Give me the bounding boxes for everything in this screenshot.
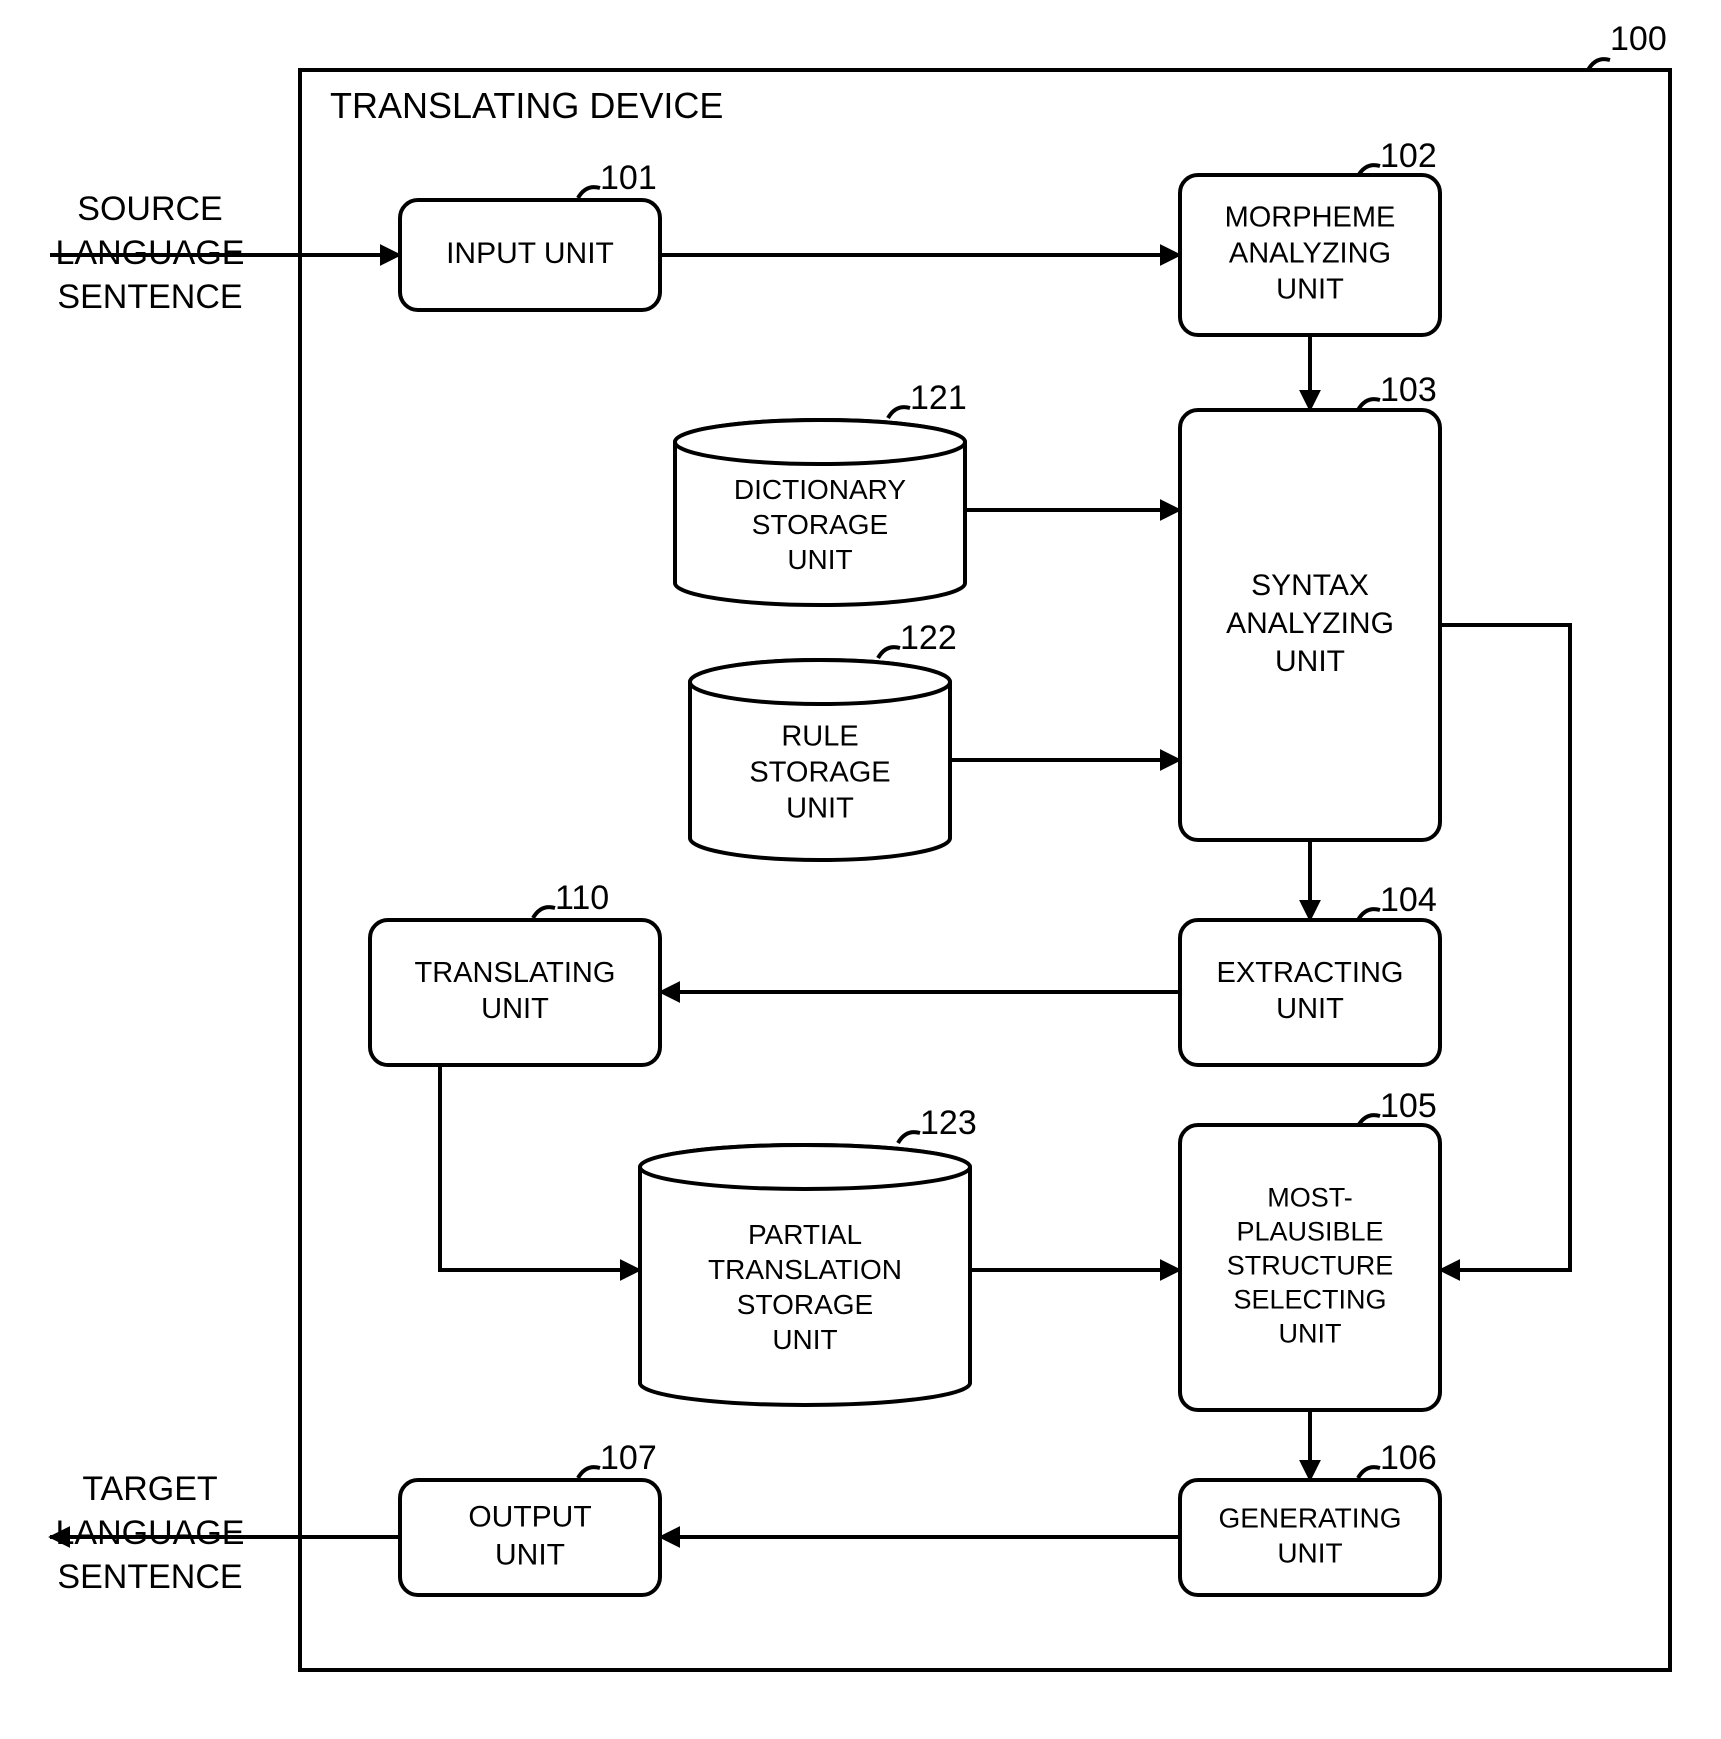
ext-label-src-line: SOURCE xyxy=(77,190,222,228)
diagram-canvas: TRANSLATING DEVICE 100 SOURCE LANGUAGE SENTE… xyxy=(0,0,1721,1739)
node-n104-line: UNIT xyxy=(1276,993,1344,1025)
node-n105-line: PLAUSIBLE xyxy=(1236,1217,1383,1247)
node-n102-ref: 102 xyxy=(1380,137,1437,175)
node-n107-line: UNIT xyxy=(495,1538,565,1571)
node-n103-ref: 103 xyxy=(1380,371,1437,409)
node-n123-line: PARTIAL xyxy=(748,1219,862,1250)
node-n103-line: UNIT xyxy=(1275,645,1345,678)
node-n122-line: UNIT xyxy=(786,793,854,825)
node-n107-ref: 107 xyxy=(600,1439,657,1477)
node-n121-line: STORAGE xyxy=(752,509,888,540)
node-n101: 101 xyxy=(400,159,660,310)
node-n102-line: MORPHEME xyxy=(1225,202,1396,234)
node-n102-line: ANALYZING xyxy=(1229,238,1391,270)
node-n105-line: UNIT xyxy=(1279,1319,1342,1349)
node-n123-line: UNIT xyxy=(772,1324,837,1355)
node-n122-ref: 122 xyxy=(900,619,957,657)
edge-e-110-123: e-110-123 xyxy=(440,1065,640,1270)
node-n121-ref: 121 xyxy=(910,379,967,417)
node-n110-line: UNIT xyxy=(481,993,549,1025)
node-n123-ref: 123 xyxy=(920,1104,977,1142)
node-n106-line: UNIT xyxy=(1277,1537,1342,1568)
edge-e-103-105: e-103-105 xyxy=(1440,625,1570,1270)
node-n105-line: MOST- xyxy=(1267,1183,1353,1213)
node-n105-ref: 105 xyxy=(1380,1087,1437,1125)
node-n101-ref: 101 xyxy=(600,159,657,197)
node-n105-line: SELECTING xyxy=(1233,1285,1386,1315)
node-n102-line: UNIT xyxy=(1276,274,1344,306)
node-n105-line: STRUCTURE xyxy=(1227,1251,1394,1281)
node-n122-line: STORAGE xyxy=(749,757,890,789)
node-n103-line: ANALYZING xyxy=(1226,607,1394,640)
container-ref: 100 xyxy=(1610,20,1667,58)
node-n121-line: UNIT xyxy=(787,544,852,575)
node-n110-line: TRANSLATING xyxy=(415,957,616,989)
node-n123-line: STORAGE xyxy=(737,1289,873,1320)
node-n101-line: INPUT UNIT xyxy=(446,237,614,270)
node-n104-ref: 104 xyxy=(1380,881,1437,919)
node-n107-line: OUTPUT xyxy=(468,1500,591,1533)
ext-label-src-line: SENTENCE xyxy=(57,278,242,316)
node-n104-line: EXTRACTING xyxy=(1217,957,1404,989)
ext-label-src-line: LANGUAGE xyxy=(56,234,245,272)
node-n122-line: RULE xyxy=(781,721,858,753)
node-n105: 105 xyxy=(1180,1087,1440,1410)
node-n123-line: TRANSLATION xyxy=(708,1254,902,1285)
ext-label-tgt-line: SENTENCE xyxy=(57,1558,242,1596)
node-n106-line: GENERATING xyxy=(1218,1502,1401,1533)
node-n103: 103 xyxy=(1180,371,1440,840)
node-n121-line: DICTIONARY xyxy=(734,474,906,505)
node-n106-ref: 106 xyxy=(1380,1439,1437,1477)
container-title: TRANSLATING DEVICE xyxy=(330,85,723,126)
node-n103-line: SYNTAX xyxy=(1251,569,1369,602)
ext-label-tgt-line: LANGUAGE xyxy=(56,1514,245,1552)
node-n110-ref: 110 xyxy=(555,879,609,917)
ext-label-tgt-line: TARGET xyxy=(82,1470,217,1508)
